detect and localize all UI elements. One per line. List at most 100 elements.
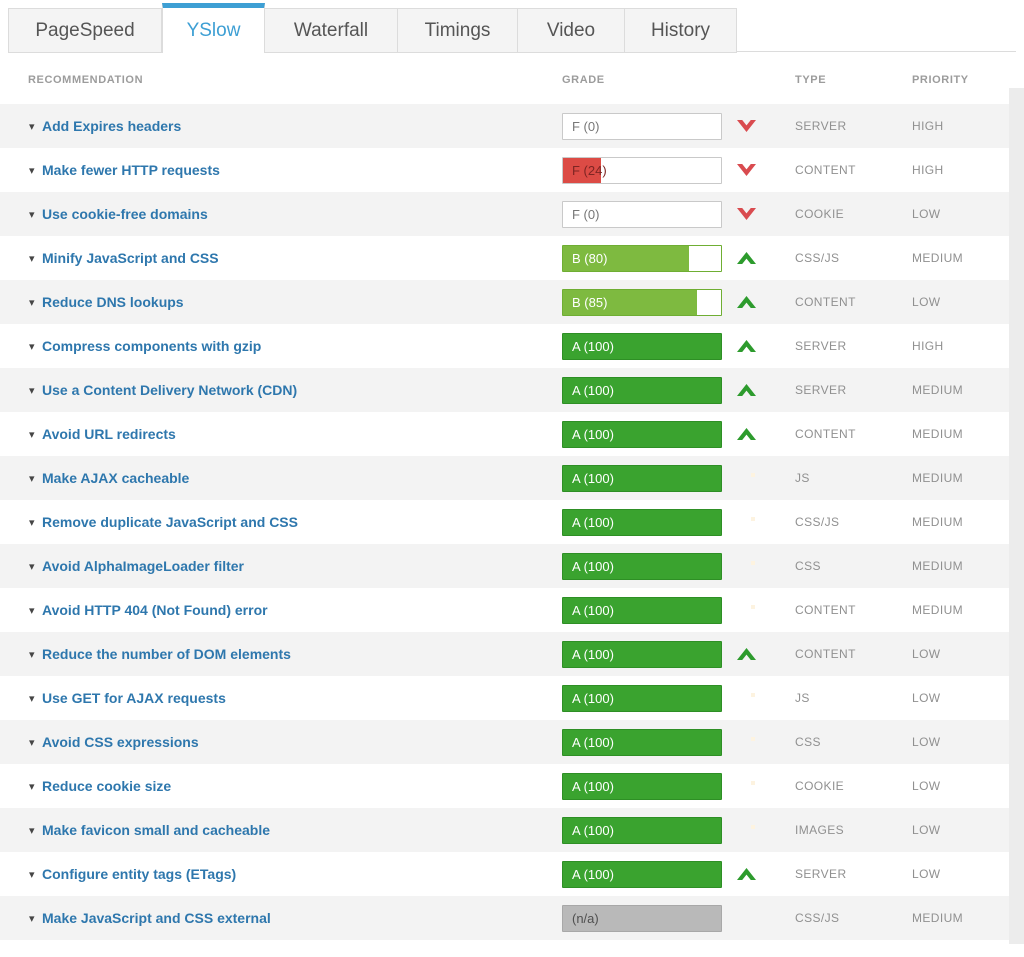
grade-bar-fill — [563, 157, 601, 183]
recommendation-link[interactable]: Remove duplicate JavaScript and CSS — [42, 514, 298, 530]
expand-icon[interactable]: ▾ — [29, 868, 35, 881]
recommendation-link[interactable]: Configure entity tags (ETags) — [42, 866, 237, 882]
priority-cell: MEDIUM — [912, 603, 964, 617]
table-header: RECOMMENDATION GRADE TYPE PRIORITY — [0, 55, 1024, 104]
expand-icon[interactable]: ▾ — [29, 472, 35, 485]
recommendation-link[interactable]: Add Expires headers — [42, 118, 182, 134]
expand-icon[interactable]: ▾ — [29, 912, 35, 925]
recommendation-toggle[interactable]: ▾ Avoid CSS expressions — [0, 734, 562, 750]
recommendation-link[interactable]: Use a Content Delivery Network (CDN) — [42, 382, 298, 398]
recommendation-toggle[interactable]: ▾ Reduce the number of DOM elements — [0, 646, 562, 662]
tab-waterfall[interactable]: Waterfall — [265, 8, 398, 53]
recommendation-link[interactable]: Reduce DNS lookups — [42, 294, 184, 310]
recommendation-link[interactable]: Use cookie-free domains — [42, 206, 208, 222]
expand-icon[interactable]: ▾ — [29, 428, 35, 441]
recommendation-link[interactable]: Compress components with gzip — [42, 338, 262, 354]
recommendation-toggle[interactable]: ▾ Remove duplicate JavaScript and CSS — [0, 514, 562, 530]
priority-cell: LOW — [912, 779, 941, 793]
expand-icon[interactable]: ▾ — [29, 208, 35, 221]
grade-cell: B (80) — [562, 244, 730, 272]
table-row: ▾ Configure entity tags (ETags) A (100) … — [0, 852, 1024, 896]
recommendation-link[interactable]: Minify JavaScript and CSS — [42, 250, 219, 266]
priority-cell: HIGH — [912, 163, 944, 177]
grade-cell: A (100) — [562, 552, 730, 580]
grade-label: B (85) — [572, 294, 608, 310]
expand-icon[interactable]: ▾ — [29, 252, 35, 265]
recommendation-toggle[interactable]: ▾ Reduce cookie size — [0, 778, 562, 794]
recommendation-link[interactable]: Avoid AlphaImageLoader filter — [42, 558, 244, 574]
recommendation-link[interactable]: Make JavaScript and CSS external — [42, 910, 271, 926]
type-cell: CSS/JS — [795, 251, 840, 265]
type-cell: COOKIE — [795, 779, 845, 793]
recommendation-toggle[interactable]: ▾ Minify JavaScript and CSS — [0, 250, 562, 266]
expand-icon[interactable]: ▾ — [29, 780, 35, 793]
recommendation-toggle[interactable]: ▾ Use a Content Delivery Network (CDN) — [0, 382, 562, 398]
grade-bar-fill — [563, 553, 721, 579]
recommendation-toggle[interactable]: ▾ Make fewer HTTP requests — [0, 162, 562, 178]
grade-bar-fill — [563, 377, 721, 403]
recommendation-toggle[interactable]: ▾ Configure entity tags (ETags) — [0, 866, 562, 882]
yslow-report-page: PageSpeed YSlow Waterfall Timings Video … — [0, 3, 1024, 957]
expand-icon[interactable]: ▾ — [29, 120, 35, 133]
recommendation-link[interactable]: Avoid CSS expressions — [42, 734, 199, 750]
expand-icon[interactable]: ▾ — [29, 340, 35, 353]
recommendation-link[interactable]: Reduce the number of DOM elements — [42, 646, 291, 662]
tab-yslow[interactable]: YSlow — [162, 3, 265, 53]
grade-bar: F (24) — [562, 156, 722, 184]
recommendation-toggle[interactable]: ▾ Avoid URL redirects — [0, 426, 562, 442]
recommendation-link[interactable]: Use GET for AJAX requests — [42, 690, 226, 706]
recommendation-toggle[interactable]: ▾ Avoid AlphaImageLoader filter — [0, 558, 562, 574]
grade-cell: A (100) — [562, 420, 730, 448]
recommendation-toggle[interactable]: ▾ Make AJAX cacheable — [0, 470, 562, 486]
grade-bar-fill — [563, 245, 690, 271]
expand-icon[interactable]: ▾ — [29, 648, 35, 661]
grade-cell: F (0) — [562, 112, 730, 140]
type-cell: JS — [795, 471, 810, 485]
recommendation-link[interactable]: Make AJAX cacheable — [42, 470, 190, 486]
recommendation-link[interactable]: Avoid HTTP 404 (Not Found) error — [42, 602, 268, 618]
expand-icon[interactable]: ▾ — [29, 692, 35, 705]
expand-icon[interactable]: ▾ — [29, 164, 35, 177]
expand-icon[interactable]: ▾ — [29, 560, 35, 573]
type-cell: CSS/JS — [795, 911, 840, 925]
grade-cell: B (85) — [562, 288, 730, 316]
recommendation-toggle[interactable]: ▾ Use cookie-free domains — [0, 206, 562, 222]
grade-label: A (100) — [572, 558, 614, 574]
grade-cell: A (100) — [562, 684, 730, 712]
recommendation-link[interactable]: Make favicon small and cacheable — [42, 822, 270, 838]
recommendation-toggle[interactable]: ▾ Add Expires headers — [0, 118, 562, 134]
grade-bar-fill — [563, 905, 721, 931]
tab-pagespeed[interactable]: PageSpeed — [8, 8, 162, 53]
grade-bar-fill — [563, 597, 721, 623]
recommendation-link[interactable]: Avoid URL redirects — [42, 426, 176, 442]
recommendation-toggle[interactable]: ▾ Compress components with gzip — [0, 338, 562, 354]
grade-bar: A (100) — [562, 728, 722, 756]
trend-cell — [730, 384, 763, 396]
priority-cell: HIGH — [912, 119, 944, 133]
table-row: ▾ Add Expires headers F (0) SERVER HIGH — [0, 104, 1024, 148]
table-row: ▾ Avoid HTTP 404 (Not Found) error A (10… — [0, 588, 1024, 632]
expand-icon[interactable]: ▾ — [29, 296, 35, 309]
recommendation-link[interactable]: Make fewer HTTP requests — [42, 162, 220, 178]
recommendation-toggle[interactable]: ▾ Use GET for AJAX requests — [0, 690, 562, 706]
tab-video[interactable]: Video — [518, 8, 625, 53]
expand-icon[interactable]: ▾ — [29, 824, 35, 837]
recommendation-toggle[interactable]: ▾ Reduce DNS lookups — [0, 294, 562, 310]
expand-icon[interactable]: ▾ — [29, 604, 35, 617]
expand-icon[interactable]: ▾ — [29, 736, 35, 749]
type-cell: SERVER — [795, 383, 847, 397]
arrow-up-icon — [737, 428, 756, 440]
expand-icon[interactable]: ▾ — [29, 516, 35, 529]
recommendation-link[interactable]: Reduce cookie size — [42, 778, 172, 794]
grade-cell: A (100) — [562, 640, 730, 668]
report-tabbar: PageSpeed YSlow Waterfall Timings Video … — [8, 3, 1016, 55]
grade-bar: A (100) — [562, 596, 722, 624]
recommendation-toggle[interactable]: ▾ Make favicon small and cacheable — [0, 822, 562, 838]
recommendation-toggle[interactable]: ▾ Make JavaScript and CSS external — [0, 910, 562, 926]
type-cell: SERVER — [795, 119, 847, 133]
recommendation-toggle[interactable]: ▾ Avoid HTTP 404 (Not Found) error — [0, 602, 562, 618]
expand-icon[interactable]: ▾ — [29, 384, 35, 397]
tab-history[interactable]: History — [625, 8, 737, 53]
arrow-down-icon — [737, 208, 756, 220]
tab-timings[interactable]: Timings — [398, 8, 518, 53]
